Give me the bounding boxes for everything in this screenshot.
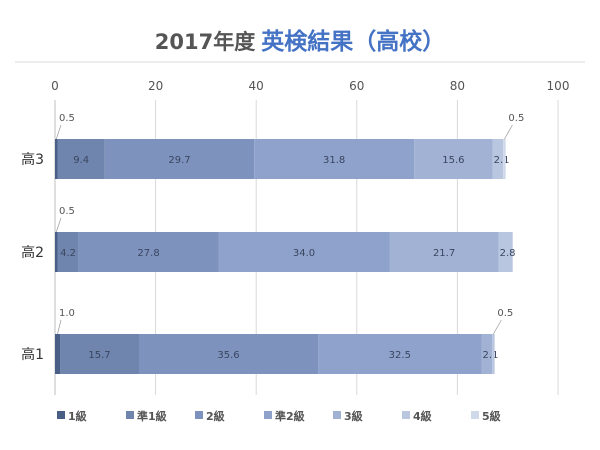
data-label-leader [57,319,62,335]
bar-segment [389,232,499,272]
data-label: 27.8 [137,248,159,259]
bar-segment [498,232,513,272]
bar-segment [481,334,493,374]
legend-swatch [402,411,410,419]
data-label: 1.0 [59,308,75,319]
chart-title-main: 英検結果（高校） [261,29,446,55]
legend-label: 1級 [68,409,87,423]
data-label: 2.1 [494,155,510,166]
bar-segment [503,139,506,179]
legend-swatch [264,411,272,419]
legend-label: 準1級 [137,409,167,423]
bar-segment [57,232,79,272]
x-tick-label: 100 [547,79,570,93]
bar-segment [139,334,319,374]
data-label: 15.6 [442,155,464,166]
data-label: 0.5 [59,206,75,217]
data-label: 35.6 [217,350,239,361]
bar-segment [218,232,390,272]
x-tick-label: 40 [249,79,264,93]
data-label: 32.5 [389,350,411,361]
legend-swatch [471,411,479,419]
category-label: 高2 [21,244,44,261]
bar-segment [57,139,105,179]
data-label: 0.5 [508,113,524,124]
legend-label: 2級 [206,409,225,423]
category-label: 高1 [21,346,44,363]
data-label-leader [55,217,62,233]
data-label: 15.7 [88,350,110,361]
bar-segment [78,232,219,272]
legend-swatch [195,411,203,419]
bar-segment [60,334,140,374]
chart-title: 2017年度 英検結果（高校） [0,22,600,56]
data-label: 0.5 [59,113,75,124]
legend-swatch [333,411,341,419]
bar-segment [55,232,58,272]
legend-swatch [126,411,134,419]
data-label-leader [55,124,62,140]
category-label: 高3 [21,151,44,168]
data-label-leader [493,319,502,335]
legend-label: 5級 [482,409,501,423]
data-label: 31.8 [323,155,345,166]
chart-title-year: 2017年度 [154,30,256,54]
data-label: 21.7 [433,248,455,259]
bar-segment [492,334,495,374]
data-label: 9.4 [73,155,89,166]
x-tick-label: 20 [148,79,163,93]
bar-segment [104,139,255,179]
bar-segment [492,139,504,179]
bar-segment [414,139,493,179]
bar-segment [55,139,58,179]
data-label: 2.8 [500,248,516,259]
x-tick-label: 0 [51,79,59,93]
data-label: 4.2 [60,248,76,259]
legend-label: 3級 [344,409,363,423]
data-label-leader [504,124,513,140]
bar-segment [318,334,482,374]
legend-label: 4級 [413,409,432,423]
data-label: 29.7 [168,155,190,166]
data-label: 2.1 [483,350,499,361]
bar-segment [254,139,415,179]
legend-swatch [57,411,65,419]
x-tick-label: 80 [450,79,465,93]
bar-segment [55,334,61,374]
data-label: 34.0 [293,248,315,259]
legend-label: 準2級 [275,409,305,423]
x-tick-label: 60 [349,79,364,93]
data-label: 0.5 [497,308,513,319]
